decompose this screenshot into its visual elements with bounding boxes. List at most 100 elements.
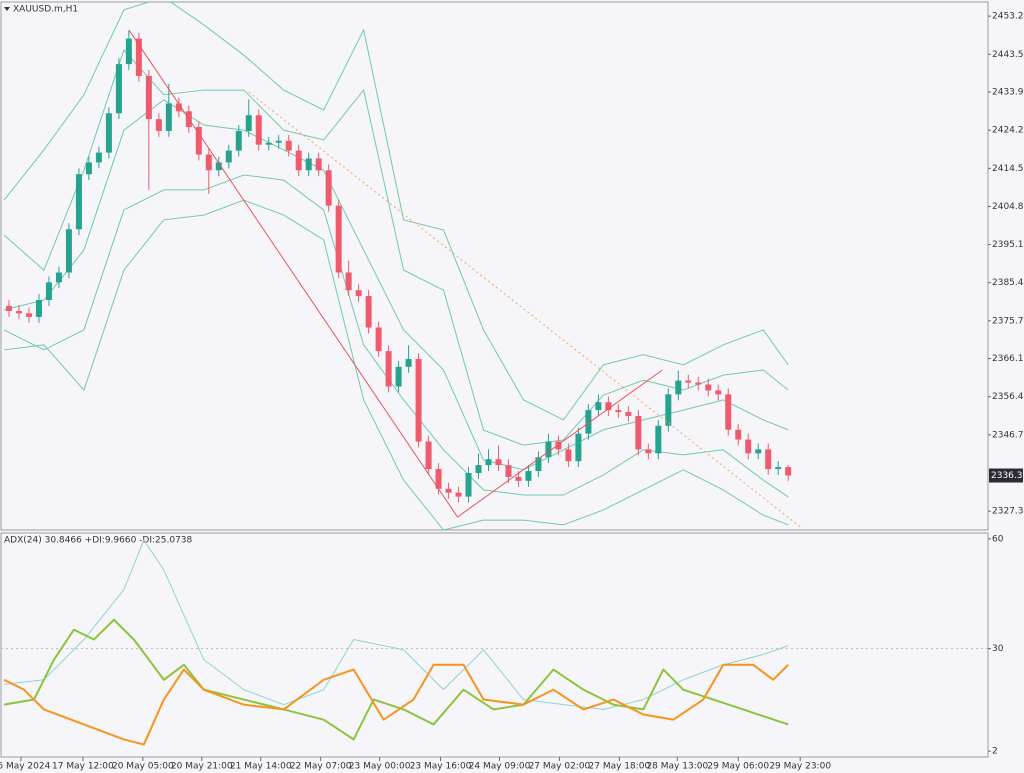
candle-body: [675, 380, 682, 395]
candle-body: [165, 103, 172, 131]
candle-body: [295, 150, 302, 171]
trend-line: [248, 91, 801, 528]
candle-body: [5, 305, 12, 312]
candle-body: [725, 394, 732, 430]
y-tick-label: 2433.90: [992, 88, 1024, 98]
candle-body: [55, 272, 62, 283]
x-tick-label: 23 May 00:00: [349, 762, 411, 772]
candle-body: [335, 205, 342, 273]
candle-body: [465, 472, 472, 497]
candle-body: [215, 162, 222, 171]
candle-body: [505, 465, 512, 477]
candle-body: [545, 441, 552, 458]
y-tick-label: 60: [992, 534, 1004, 544]
candle-body: [245, 115, 252, 131]
x-tick-label: 17 May 12:00: [52, 762, 114, 772]
x-tick-label: 23 May 16:00: [410, 762, 472, 772]
candle-body: [35, 300, 42, 317]
candle-body: [595, 402, 602, 411]
x-tick-label: 29 May 06:00: [707, 762, 769, 772]
y-tick-label: 30: [992, 644, 1004, 654]
y-tick-label: 2346.70: [992, 430, 1024, 440]
adx-panel: [0, 532, 989, 758]
candle-body: [765, 449, 772, 470]
y-tick-label: 2404.80: [992, 202, 1024, 212]
axes: 2453.20 2443.50 2433.90 2424.20 2414.50 2404.…: [0, 12, 1024, 772]
candle-body: [15, 311, 22, 314]
y-tick-label: 2366.10: [992, 354, 1024, 364]
candle-body: [525, 471, 532, 481]
candle-body: [655, 425, 662, 454]
y-tick-label: 2375.70: [992, 316, 1024, 326]
candle-body: [155, 119, 162, 131]
candle-body: [665, 394, 672, 426]
candle-body: [125, 38, 132, 65]
candle-body: [25, 313, 32, 317]
candle-body: [65, 229, 72, 273]
adx-plot: [1, 539, 988, 746]
indicator-line: [3, 618, 789, 741]
bollinger-band: [3, 199, 789, 530]
candle-body: [95, 152, 102, 163]
last-price-box: [989, 468, 1023, 483]
candle-body: [85, 162, 92, 175]
candle-body: [435, 469, 442, 489]
x-tick-label: 27 May 18:00: [589, 762, 651, 772]
y-tick-label: 2: [992, 747, 998, 757]
candle-body: [515, 476, 522, 481]
candle-body: [195, 127, 202, 155]
candle-body: [705, 384, 712, 391]
candle-body: [325, 170, 332, 206]
candle-body: [205, 154, 212, 171]
x-tick-label: 29 May 23:00: [769, 762, 831, 772]
x-tick-label: 24 May 09:00: [469, 762, 531, 772]
x-tick-label: 16 May 2024: [0, 762, 51, 772]
candle-body: [225, 150, 232, 163]
candle-body: [105, 113, 112, 153]
candle-body: [45, 282, 52, 301]
x-tick-label: 22 May 07:00: [290, 762, 352, 772]
y-tick-label: 2414.50: [992, 164, 1024, 174]
candle-body: [755, 449, 762, 454]
candle-body: [175, 103, 182, 112]
candle-body: [265, 142, 272, 145]
candle-body: [685, 380, 692, 383]
x-tick-label: 20 May 05:00: [112, 762, 174, 772]
price-plot: [3, 2, 801, 530]
y-tick-label: 2395.10: [992, 240, 1024, 250]
candle-body: [625, 412, 632, 416]
candle-body: [535, 457, 542, 472]
candle-body: [395, 366, 402, 387]
candle-body: [445, 488, 452, 493]
x-tick-label: 20 May 21:00: [171, 762, 233, 772]
candle-body: [315, 158, 322, 171]
y-tick-label: 2443.50: [992, 50, 1024, 60]
candle-body: [135, 38, 142, 76]
indicator-title: ADX(24) 30.8466 +DI:9.9660 -DI:25.0738: [4, 536, 193, 546]
candle-body: [605, 402, 612, 411]
candle-body: [715, 390, 722, 395]
candle-body: [455, 492, 462, 497]
last-price-label: 2336.36: [991, 471, 1024, 481]
candle-body: [415, 358, 422, 442]
candle-body: [775, 467, 782, 470]
candle-body: [555, 441, 562, 450]
candle-body: [425, 441, 432, 470]
candle-body: [255, 115, 262, 145]
trend-line: [128, 29, 663, 518]
y-tick-label: 2356.40: [992, 392, 1024, 402]
y-tick-label: 2385.40: [992, 278, 1024, 288]
candle-body: [375, 327, 382, 352]
candle-body: [285, 140, 292, 151]
y-tick-label: 2327.30: [992, 507, 1024, 517]
bollinger-band: [3, 174, 789, 498]
menu-arrow: [4, 7, 10, 11]
candle-body: [695, 382, 702, 385]
candle-body: [485, 459, 492, 466]
candle-body: [475, 465, 482, 473]
candle-body: [275, 140, 282, 143]
x-tick-label: 21 May 14:00: [230, 762, 292, 772]
candle-body: [235, 130, 242, 151]
